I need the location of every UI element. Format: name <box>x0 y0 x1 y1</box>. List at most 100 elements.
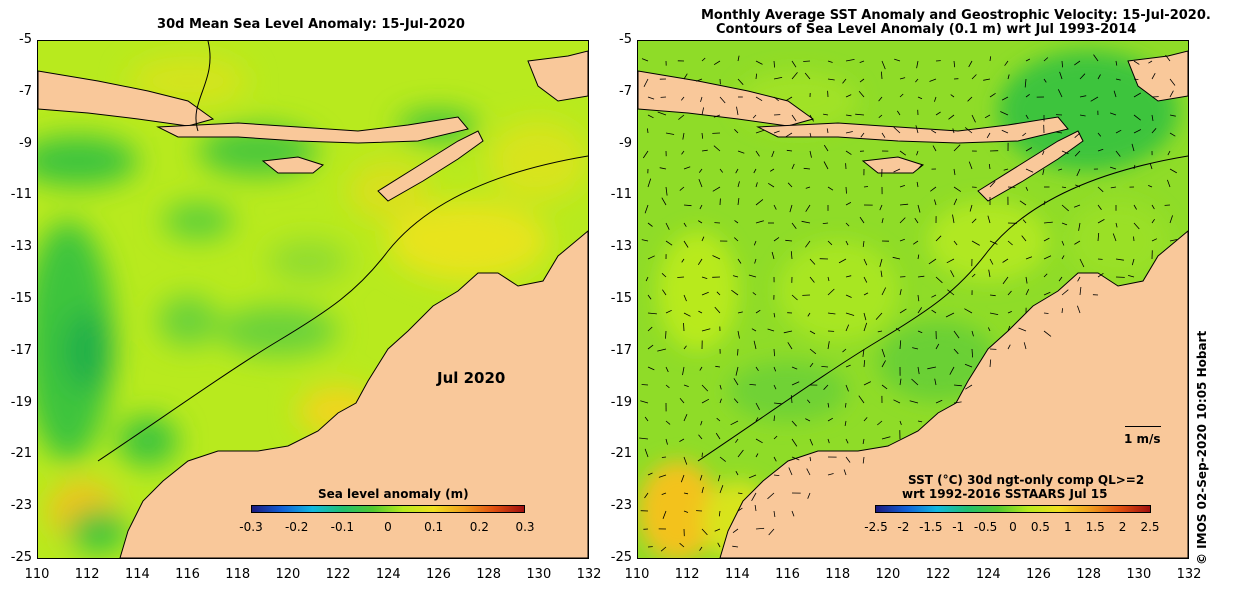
velocity-arrow <box>699 546 703 551</box>
velocity-arrow <box>1133 236 1135 242</box>
left-y-tick-label: -17 <box>10 342 32 358</box>
sla-field <box>38 56 588 553</box>
velocity-arrow <box>823 144 829 152</box>
velocity-arrow <box>733 378 739 386</box>
velocity-arrow <box>1061 308 1063 314</box>
velocity-arrow <box>683 294 687 302</box>
velocity-arrow <box>1090 96 1099 102</box>
velocity-arrow <box>773 60 775 68</box>
velocity-arrow <box>917 204 921 213</box>
velocity-arrow <box>661 197 667 206</box>
velocity-arrow <box>647 344 654 350</box>
right-x-tick-label: 128 <box>1076 567 1102 582</box>
velocity-arrow <box>755 129 765 134</box>
right-y-tick-label: -19 <box>610 394 632 410</box>
velocity-arrow <box>989 294 996 297</box>
velocity-arrow <box>827 60 833 63</box>
velocity-arrow <box>683 312 691 317</box>
velocity-arrow <box>989 56 992 62</box>
velocity-arrow <box>737 258 742 264</box>
velocity-arrow <box>1043 312 1049 314</box>
velocity-arrow <box>791 163 795 170</box>
velocity-arrow <box>932 145 937 152</box>
velocity-arrow <box>773 77 783 80</box>
velocity-arrow <box>767 182 775 188</box>
velocity-arrow <box>647 96 655 100</box>
velocity-arrow <box>899 340 902 350</box>
velocity-arrow <box>881 132 886 138</box>
velocity-arrow <box>945 312 955 318</box>
velocity-arrow <box>1109 166 1117 170</box>
velocity-arrow <box>1165 54 1171 62</box>
velocity-arrow <box>845 456 851 463</box>
velocity-arrow <box>809 330 816 335</box>
velocity-arrow <box>971 330 974 337</box>
velocity-arrow <box>661 492 667 495</box>
velocity-arrow <box>809 258 816 265</box>
velocity-arrow <box>1109 112 1117 116</box>
velocity-arrow <box>953 144 961 152</box>
velocity-arrow <box>912 347 919 350</box>
velocity-arrow <box>881 384 888 390</box>
velocity-arrow <box>953 330 960 339</box>
velocity-arrow <box>713 145 721 152</box>
velocity-arrow <box>844 420 847 426</box>
velocity-arrow <box>845 240 849 246</box>
velocity-arrow <box>881 71 883 80</box>
velocity-arrow <box>683 73 688 80</box>
velocity-arrow <box>1131 258 1135 266</box>
velocity-arrow <box>809 276 815 283</box>
right-x-tick-label: 124 <box>975 567 1001 582</box>
velocity-arrow <box>880 270 883 278</box>
velocity-arrow <box>1074 60 1081 66</box>
velocity-arrow <box>755 73 757 80</box>
velocity-arrow <box>647 114 654 119</box>
velocity-arrow <box>1079 114 1086 117</box>
velocity-arrow <box>783 330 793 334</box>
velocity-arrow <box>892 256 901 260</box>
velocity-arrow <box>640 400 649 404</box>
velocity-arrow <box>755 527 765 530</box>
right-x-tick-label: 114 <box>724 567 750 582</box>
velocity-arrow <box>929 78 937 82</box>
velocity-arrow <box>964 127 973 134</box>
velocity-arrow <box>953 401 962 404</box>
velocity-arrow <box>712 255 721 260</box>
velocity-arrow <box>931 309 937 314</box>
velocity-arrow <box>899 378 902 386</box>
velocity-arrow <box>700 96 703 103</box>
velocity-arrow <box>899 150 907 156</box>
velocity-arrow <box>803 60 811 62</box>
velocity-arrow <box>893 168 901 173</box>
right-colorbar-tick: 1.5 <box>1085 520 1105 534</box>
velocity-arrow <box>698 178 703 188</box>
velocity-arrow <box>737 198 740 206</box>
velocity-arrow <box>755 453 759 458</box>
velocity-arrow <box>791 366 798 370</box>
velocity-arrow <box>845 324 850 332</box>
velocity-arrow <box>644 416 649 422</box>
velocity-arrow <box>917 254 920 260</box>
velocity-arrow <box>773 237 780 242</box>
velocity-arrow <box>791 456 800 461</box>
velocity-arrow <box>665 186 668 196</box>
right-colorbar-tick: -2.5 <box>864 520 888 534</box>
velocity-arrow <box>647 178 652 188</box>
velocity-arrow <box>986 132 991 139</box>
velocity-arrow <box>683 322 685 332</box>
right-map-title-line1: Monthly Average SST Anomaly and Geostrop… <box>701 8 1211 23</box>
velocity-arrow <box>732 545 739 548</box>
velocity-arrow <box>934 378 937 386</box>
velocity-arrow <box>827 312 836 315</box>
velocity-arrow <box>773 348 775 357</box>
right-colorbar-tick: -0.5 <box>973 520 998 534</box>
velocity-arrow <box>1115 150 1121 157</box>
velocity-arrow <box>1007 240 1013 246</box>
velocity-arrow <box>971 240 980 246</box>
velocity-arrow <box>875 312 883 320</box>
velocity-arrow <box>1025 147 1033 152</box>
velocity-arrow <box>881 436 891 440</box>
velocity-arrow <box>698 310 703 314</box>
velocity-arrow <box>881 348 886 358</box>
velocity-arrow <box>791 72 798 80</box>
